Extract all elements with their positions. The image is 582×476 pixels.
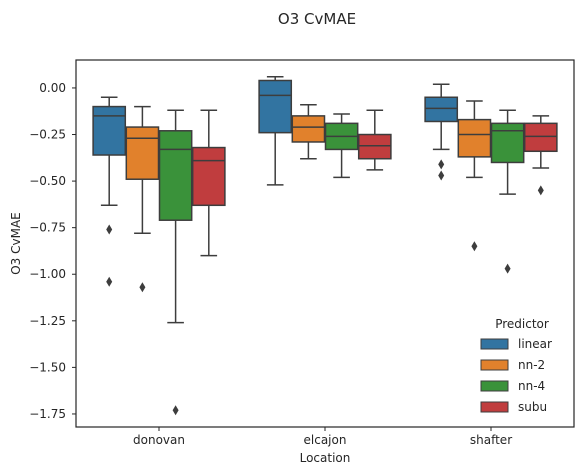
legend: Predictor linear nn-2 nn-4 subu xyxy=(480,317,552,414)
box-subu-donovan xyxy=(191,109,226,257)
outlier-point xyxy=(504,263,511,274)
y-tick-label: −1.50 xyxy=(29,360,66,374)
box-iqr xyxy=(424,96,459,123)
box-iqr xyxy=(357,133,392,160)
legend-swatch xyxy=(480,380,509,392)
y-tick-label: 0.00 xyxy=(39,81,66,95)
legend-label: linear xyxy=(518,337,552,351)
legend-swatch xyxy=(480,359,509,371)
chart-title: O3 CvMAE xyxy=(278,10,356,28)
box-iqr xyxy=(92,105,127,156)
box-iqr xyxy=(158,130,193,221)
outlier-point xyxy=(139,282,146,293)
box-series xyxy=(92,76,558,416)
legend-swatch xyxy=(480,401,509,413)
legend-item-nn-2: nn-2 xyxy=(480,358,545,372)
box-iqr xyxy=(125,126,160,180)
outlier-point xyxy=(172,405,179,416)
plot-frame xyxy=(75,59,575,428)
box-iqr xyxy=(291,115,326,143)
x-tick-label: elcajon xyxy=(304,433,347,447)
box-nn-4-elcajon xyxy=(324,113,359,179)
box-subu-shafter xyxy=(523,115,558,196)
y-tick-label: −0.75 xyxy=(29,221,66,235)
legend-item-nn-4: nn-4 xyxy=(480,379,545,393)
outlier-point xyxy=(537,185,544,196)
legend-label: subu xyxy=(518,400,547,414)
box-nn-4-donovan xyxy=(158,109,193,416)
box-nn-2-donovan xyxy=(125,105,160,293)
outlier-point xyxy=(438,159,445,170)
box-iqr xyxy=(191,146,226,207)
outlier-point xyxy=(471,241,478,252)
box-nn-4-shafter xyxy=(490,109,525,274)
box-linear-elcajon xyxy=(258,76,293,186)
x-tick-label: donovan xyxy=(133,433,185,447)
outlier-point xyxy=(106,224,113,235)
box-iqr xyxy=(457,118,492,158)
box-iqr xyxy=(258,79,293,134)
box-iqr xyxy=(490,122,525,164)
outlier-point xyxy=(438,170,445,181)
box-linear-donovan xyxy=(92,96,127,287)
y-tick-label: −1.25 xyxy=(29,314,66,328)
x-axis: donovan elcajon shafter xyxy=(133,427,512,447)
box-iqr xyxy=(523,122,558,153)
box-nn-2-elcajon xyxy=(291,103,326,160)
legend-item-subu: subu xyxy=(480,400,547,414)
legend-label: nn-4 xyxy=(518,379,545,393)
y-tick-label: −0.25 xyxy=(29,128,66,142)
y-tick-label: −0.50 xyxy=(29,174,66,188)
box-nn-2-shafter xyxy=(457,100,492,252)
legend-title: Predictor xyxy=(495,317,549,331)
y-axis: 0.00 −0.25 −0.50 −0.75 −1.00 −1.25 −1.50 −1.75 xyxy=(29,81,76,421)
legend-label: nn-2 xyxy=(518,358,545,372)
legend-swatch xyxy=(480,338,509,350)
x-axis-label: Location xyxy=(300,451,351,465)
y-tick-label: −1.00 xyxy=(29,267,66,281)
y-axis-label: O3 CvMAE xyxy=(9,212,23,275)
box-subu-elcajon xyxy=(357,109,392,171)
outlier-point xyxy=(106,276,113,287)
y-tick-label: −1.75 xyxy=(29,407,66,421)
x-tick-label: shafter xyxy=(470,433,512,447)
box-linear-shafter xyxy=(424,83,459,181)
legend-item-linear: linear xyxy=(480,337,552,351)
